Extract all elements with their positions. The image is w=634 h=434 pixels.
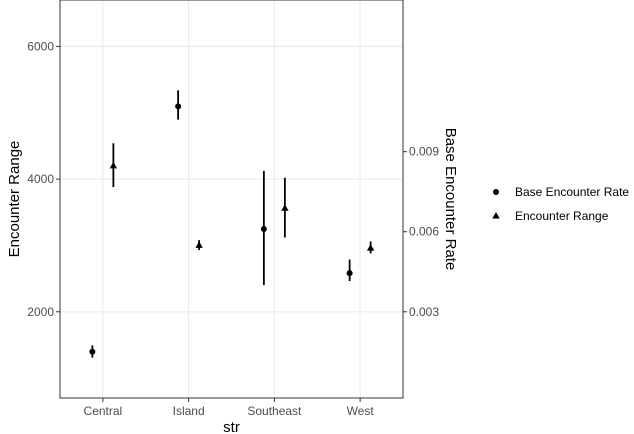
data-marks bbox=[89, 90, 375, 358]
grid bbox=[60, 0, 403, 398]
legend-label: Base Encounter Rate bbox=[515, 185, 629, 199]
point-triangle bbox=[195, 241, 203, 248]
y-right-tick-label: 0.006 bbox=[409, 225, 439, 239]
y-left-tick-label: 4000 bbox=[27, 172, 54, 186]
panel-border bbox=[59, 0, 404, 399]
x-tick-label: West bbox=[347, 404, 375, 418]
legend: Base Encounter Rate Encounter Range bbox=[492, 185, 629, 223]
series-base-encounter-rate bbox=[89, 90, 353, 358]
y-right-tick-label: 0.009 bbox=[409, 145, 439, 159]
point-circle bbox=[346, 270, 353, 277]
x-tick-label: Island bbox=[173, 404, 205, 418]
point-circle bbox=[89, 348, 96, 355]
y-axis-left-title: Encounter Range bbox=[6, 141, 23, 258]
point-triangle bbox=[281, 204, 289, 211]
point-triangle bbox=[109, 161, 118, 169]
legend-key-triangle bbox=[492, 212, 500, 219]
y-axis-right-title: Base Encounter Rate bbox=[442, 128, 459, 271]
x-tick-label: Southeast bbox=[247, 404, 302, 418]
legend-label: Encounter Range bbox=[515, 209, 609, 223]
y-left-tick-label: 2000 bbox=[27, 305, 54, 319]
y-axis-left: 2000 4000 6000 bbox=[27, 39, 60, 319]
x-axis: Central Island Southeast West bbox=[84, 398, 375, 418]
legend-key-circle bbox=[493, 189, 499, 195]
y-left-tick-label: 6000 bbox=[27, 39, 54, 53]
y-axis-right: 0.003 0.006 0.009 bbox=[403, 145, 439, 319]
series-encounter-range bbox=[109, 143, 375, 254]
x-axis-title: str bbox=[223, 419, 240, 434]
point-circle bbox=[175, 103, 182, 110]
point-triangle bbox=[366, 244, 375, 251]
y-right-tick-label: 0.003 bbox=[409, 305, 439, 319]
panel-background bbox=[60, 0, 403, 398]
x-tick-label: Central bbox=[84, 404, 123, 418]
point-circle bbox=[260, 226, 267, 233]
